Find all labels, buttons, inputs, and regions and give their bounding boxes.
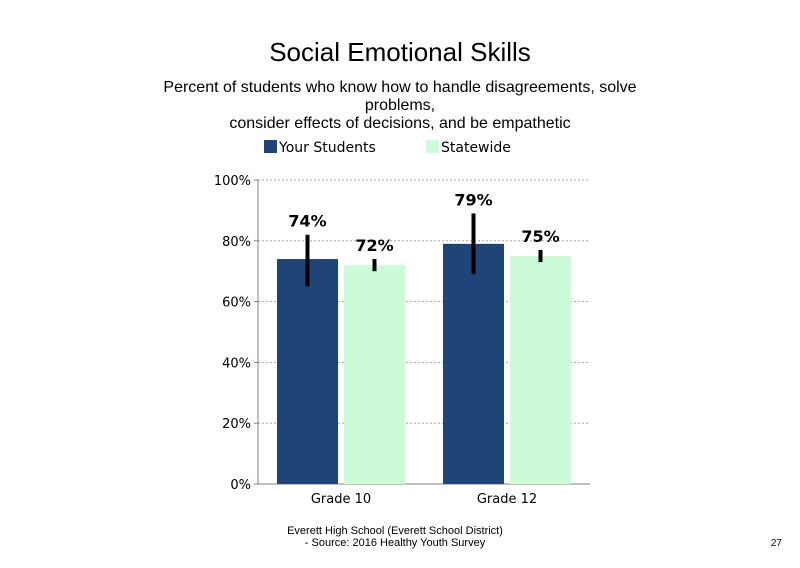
x-tick-label: Grade 12 <box>477 492 537 507</box>
data-label: 74% <box>288 212 326 231</box>
subtitle-line-1: Percent of students who know how to hand… <box>163 79 637 114</box>
chart-title: Social Emotional Skills <box>269 37 531 67</box>
legend-item-statewide: Statewide <box>426 139 511 157</box>
subtitle-line-2: consider effects of decisions, and be em… <box>229 115 571 132</box>
x-tick-label: Grade 10 <box>311 492 371 507</box>
bar-statewide <box>344 265 405 484</box>
data-label: 79% <box>454 190 492 209</box>
y-tick-label: 0% <box>230 478 251 493</box>
footer-source: Everett High School (Everett School Dist… <box>230 525 560 549</box>
page-number: 27 <box>770 538 782 549</box>
y-tick-label: 100% <box>214 174 251 189</box>
footer-line-2: - Source: 2016 Healthy Youth Survey <box>304 537 486 549</box>
legend-label-statewide: Statewide <box>441 140 511 156</box>
bar-statewide <box>510 256 571 484</box>
legend-swatch-your-students <box>264 140 277 153</box>
data-label: 72% <box>355 236 393 255</box>
bar-your-students <box>443 243 504 484</box>
legend-item-your-students: Your Students <box>264 139 376 157</box>
legend-swatch-statewide <box>426 140 439 153</box>
y-tick-label: 60% <box>222 296 251 311</box>
data-label: 75% <box>521 227 559 246</box>
y-tick-label: 40% <box>222 356 251 371</box>
y-tick-label: 80% <box>222 235 251 250</box>
footer-line-1: Everett High School (Everett School Dist… <box>287 525 503 537</box>
bar-your-students <box>277 259 338 484</box>
legend-label-your-students: Your Students <box>279 140 376 156</box>
y-tick-label: 20% <box>222 417 251 432</box>
chart-subtitle: Percent of students who know how to hand… <box>140 79 660 133</box>
